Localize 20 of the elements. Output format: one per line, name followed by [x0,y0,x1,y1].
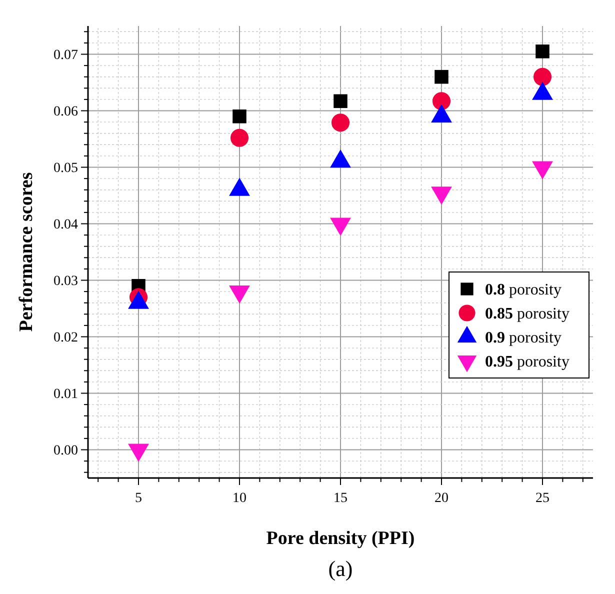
y-tick-label: 0.01 [54,387,78,402]
x-tick-label: 5 [135,491,142,506]
x-tick-label: 10 [232,491,246,506]
y-axis-title: Performance scores [16,172,37,332]
y-tick-label: 0.04 [54,218,78,233]
text: (a) [328,556,353,581]
x-axis-title: Pore density (PPI) [266,528,415,549]
y-tick-label: 0.00 [54,444,78,459]
y-tick-label: 0.05 [54,161,78,176]
x-tick-label: 15 [334,491,348,506]
legend-label: 0.85 porosity [485,306,570,323]
legend-label: 0.95 porosity [485,354,570,371]
y-tick-label: 0.03 [54,274,78,290]
legend-label: 0.8 porosity [485,282,562,299]
y-tick-label: 0.06 [54,104,78,120]
y-tick-label: 0.07 [54,48,78,64]
x-tick-label: 25 [536,491,550,506]
x-tick-label: 20 [434,491,448,506]
y-tick-label: 0.02 [54,330,78,346]
legend-label: 0.9 porosity [485,330,562,347]
